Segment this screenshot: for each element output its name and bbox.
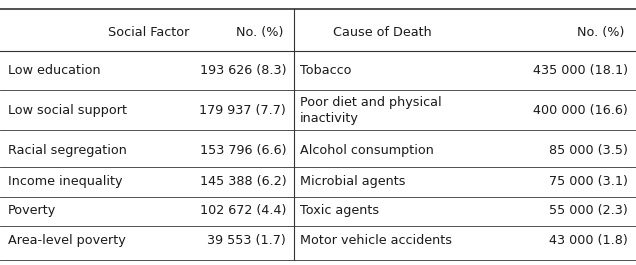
- Text: Poor diet and physical
inactivity: Poor diet and physical inactivity: [300, 96, 442, 125]
- Text: Poverty: Poverty: [8, 204, 56, 217]
- Text: Motor vehicle accidents: Motor vehicle accidents: [300, 234, 452, 247]
- Text: No. (%): No. (%): [236, 26, 283, 39]
- Text: 435 000 (18.1): 435 000 (18.1): [533, 64, 628, 77]
- Text: Area-level poverty: Area-level poverty: [8, 234, 125, 247]
- Text: 85 000 (3.5): 85 000 (3.5): [549, 144, 628, 157]
- Text: 102 672 (4.4): 102 672 (4.4): [200, 204, 286, 217]
- Text: Tobacco: Tobacco: [300, 64, 352, 77]
- Text: 153 796 (6.6): 153 796 (6.6): [200, 144, 286, 157]
- Text: 193 626 (8.3): 193 626 (8.3): [200, 64, 286, 77]
- Text: 75 000 (3.1): 75 000 (3.1): [549, 175, 628, 188]
- Text: 179 937 (7.7): 179 937 (7.7): [200, 104, 286, 117]
- Text: Toxic agents: Toxic agents: [300, 204, 379, 217]
- Text: 400 000 (16.6): 400 000 (16.6): [533, 104, 628, 117]
- Text: 55 000 (2.3): 55 000 (2.3): [549, 204, 628, 217]
- Text: 43 000 (1.8): 43 000 (1.8): [549, 234, 628, 247]
- Text: 145 388 (6.2): 145 388 (6.2): [200, 175, 286, 188]
- Text: Alcohol consumption: Alcohol consumption: [300, 144, 434, 157]
- Text: Low education: Low education: [8, 64, 100, 77]
- Text: Income inequality: Income inequality: [8, 175, 122, 188]
- Text: Social Factor: Social Factor: [108, 26, 189, 39]
- Text: 39 553 (1.7): 39 553 (1.7): [207, 234, 286, 247]
- Text: Racial segregation: Racial segregation: [8, 144, 127, 157]
- Text: No. (%): No. (%): [577, 26, 625, 39]
- Text: Low social support: Low social support: [8, 104, 127, 117]
- Text: Microbial agents: Microbial agents: [300, 175, 406, 188]
- Text: Cause of Death: Cause of Death: [333, 26, 432, 39]
